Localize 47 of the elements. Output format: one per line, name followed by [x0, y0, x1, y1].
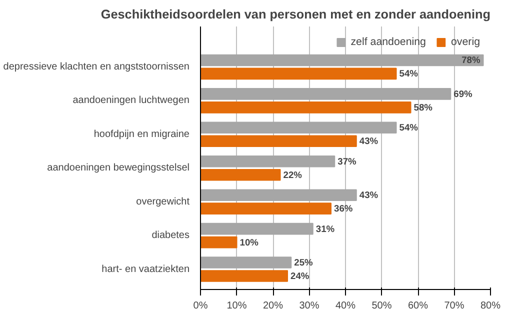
y-tick-label: aandoeningen bewegingsstelsel: [47, 162, 190, 174]
y-tick-label: hoofdpijn en migraine: [94, 128, 190, 140]
bar: [200, 155, 336, 168]
bar: [200, 135, 357, 148]
data-label: 54%: [399, 122, 419, 133]
legend-label: overig: [450, 36, 480, 48]
bar: [200, 122, 397, 134]
data-label: 78%: [462, 55, 481, 66]
data-label: 69%: [454, 88, 473, 99]
bar: [200, 202, 332, 214]
y-tick-label: aandoeningen luchtwegen: [72, 95, 190, 106]
x-tick-label: 70%: [444, 300, 464, 312]
bar: [200, 222, 314, 235]
bar: [200, 189, 357, 201]
data-label: 43%: [359, 136, 379, 146]
data-label: 58%: [414, 102, 434, 112]
x-tick-label: 50%: [372, 300, 392, 312]
data-label: 31%: [316, 224, 336, 234]
data-label: 25%: [294, 258, 314, 268]
x-tick-label: 10%: [226, 300, 247, 312]
bar: [200, 168, 281, 181]
x-tick-label: 20%: [262, 300, 284, 312]
x-tick-label: 40%: [335, 300, 356, 312]
data-label: 24%: [290, 271, 310, 282]
x-tick-label: 0%: [193, 300, 208, 312]
y-tick-label: overgewicht: [136, 196, 190, 208]
data-label: 22%: [283, 170, 303, 180]
bar: [200, 102, 412, 114]
x-tick-label: 60%: [408, 300, 428, 312]
data-label: 54%: [399, 68, 419, 79]
x-tick-label: 30%: [299, 300, 320, 312]
data-label: 10%: [240, 237, 260, 248]
bar: [200, 256, 292, 268]
bar: [200, 236, 238, 248]
y-tick-label: diabetes: [152, 230, 190, 242]
data-label: 43%: [359, 190, 379, 200]
bar: [200, 88, 452, 100]
bar: [200, 54, 484, 66]
x-tick-label: 80%: [480, 300, 501, 312]
bar: [200, 68, 397, 80]
data-label: 37%: [338, 156, 357, 166]
chart-title: Geschiktheidsoordelen van personen met en zonder aandoening: [100, 8, 491, 22]
data-label: 36%: [334, 204, 354, 214]
bar: [200, 270, 288, 282]
y-tick-label: hart- en vaatziekten: [102, 264, 190, 275]
legend-label: zelf aandoening: [350, 36, 426, 48]
y-tick-label: depressieve klachten en angststoornissen: [3, 61, 190, 72]
